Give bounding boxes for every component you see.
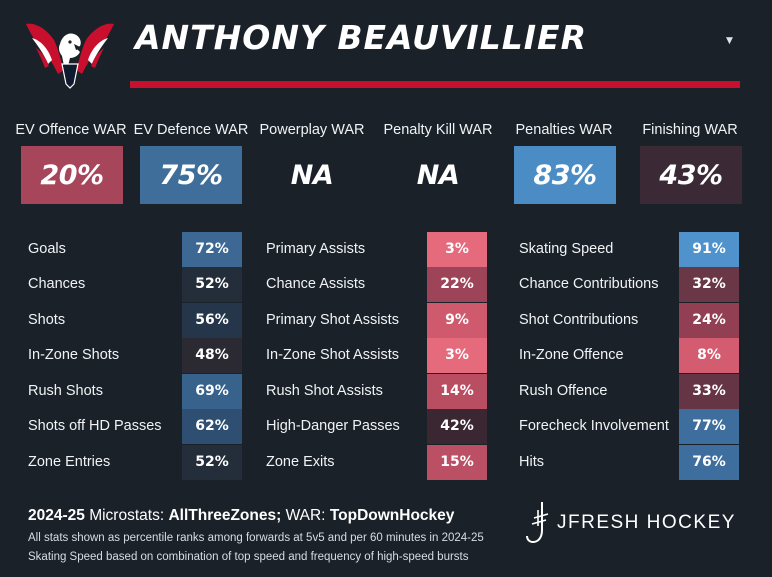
stat-label: Shots bbox=[28, 312, 66, 328]
stat-label: Shot Contributions bbox=[519, 312, 639, 328]
stat-value: 22% bbox=[427, 267, 487, 302]
stat-value: 8% bbox=[679, 338, 739, 373]
stat-value: 56% bbox=[182, 303, 242, 338]
war-value: 83% bbox=[514, 146, 616, 204]
stat-label: In-Zone Shots bbox=[28, 347, 120, 363]
data-source-line: 2024-25 Microstats: AllThreeZones; WAR: … bbox=[28, 507, 454, 525]
capitals-eagle-logo bbox=[26, 23, 114, 89]
stat-value: 15% bbox=[427, 445, 487, 480]
war-value: 43% bbox=[640, 146, 742, 204]
stat-label: Chance Contributions bbox=[519, 276, 659, 292]
stat-value: 3% bbox=[427, 232, 487, 267]
jfresh-hockey-logo bbox=[526, 502, 549, 544]
stat-label: Chance Assists bbox=[266, 276, 366, 292]
war-value: 20% bbox=[21, 146, 123, 204]
stat-value: 14% bbox=[427, 374, 487, 409]
footnote-skating-speed: Skating Speed based on combination of to… bbox=[28, 551, 469, 563]
war-label: Powerplay WAR bbox=[259, 122, 365, 138]
war-label: Penalty Kill WAR bbox=[383, 122, 493, 138]
stat-label: Chances bbox=[28, 276, 86, 292]
microstats-label: Microstats: bbox=[89, 507, 165, 524]
stat-value: 33% bbox=[679, 374, 739, 409]
title-underline bbox=[130, 81, 740, 88]
microstats-source: AllThreeZones; bbox=[168, 507, 282, 524]
stat-label: Skating Speed bbox=[519, 241, 614, 257]
stat-value: 48% bbox=[182, 338, 242, 373]
stat-label: Zone Entries bbox=[28, 454, 111, 470]
war-label: Finishing WAR bbox=[642, 122, 738, 138]
war-label: EV Defence WAR bbox=[133, 122, 249, 138]
stat-value: 72% bbox=[182, 232, 242, 267]
stat-label: Hits bbox=[519, 454, 544, 470]
stat-label: Rush Offence bbox=[519, 383, 608, 399]
stat-value: 3% bbox=[427, 338, 487, 373]
stat-value: 32% bbox=[679, 267, 739, 302]
season-label: 2024-25 bbox=[28, 507, 85, 524]
war-source-label: WAR: bbox=[285, 507, 326, 524]
war-label: Penalties WAR bbox=[515, 122, 613, 138]
stat-value: 76% bbox=[679, 445, 739, 480]
stat-label: Rush Shots bbox=[28, 383, 103, 399]
stat-label: High-Danger Passes bbox=[266, 418, 400, 434]
stat-label: Primary Shot Assists bbox=[266, 312, 399, 328]
caret-down-icon[interactable]: ▼ bbox=[726, 36, 733, 46]
war-value: NA bbox=[416, 159, 460, 191]
stat-label: Zone Exits bbox=[266, 454, 335, 470]
stat-value: 9% bbox=[427, 303, 487, 338]
stat-label: Primary Assists bbox=[266, 241, 366, 257]
war-value: 75% bbox=[140, 146, 242, 204]
war-label: EV Offence WAR bbox=[15, 122, 127, 138]
stat-label: In-Zone Offence bbox=[519, 347, 624, 363]
stat-value: 62% bbox=[182, 409, 242, 444]
stat-value: 91% bbox=[679, 232, 739, 267]
stat-label: In-Zone Shot Assists bbox=[266, 347, 399, 363]
stat-label: Goals bbox=[28, 241, 66, 257]
stat-value: 77% bbox=[679, 409, 739, 444]
stat-label: Rush Shot Assists bbox=[266, 383, 383, 399]
stat-value: 52% bbox=[182, 445, 242, 480]
stat-label: Forecheck Involvement bbox=[519, 418, 669, 434]
stat-value: 52% bbox=[182, 267, 242, 302]
footnote-percentiles: All stats shown as percentile ranks amon… bbox=[28, 532, 484, 544]
stat-value: 42% bbox=[427, 409, 487, 444]
stat-value: 69% bbox=[182, 374, 242, 409]
war-value: NA bbox=[290, 159, 334, 191]
stat-value: 24% bbox=[679, 303, 739, 338]
player-name: ANTHONY BEAUVILLIER bbox=[135, 18, 587, 57]
brand-name: JFRESH HOCKEY bbox=[557, 512, 736, 533]
stat-label: Shots off HD Passes bbox=[28, 418, 162, 434]
war-source: TopDownHockey bbox=[329, 507, 455, 524]
